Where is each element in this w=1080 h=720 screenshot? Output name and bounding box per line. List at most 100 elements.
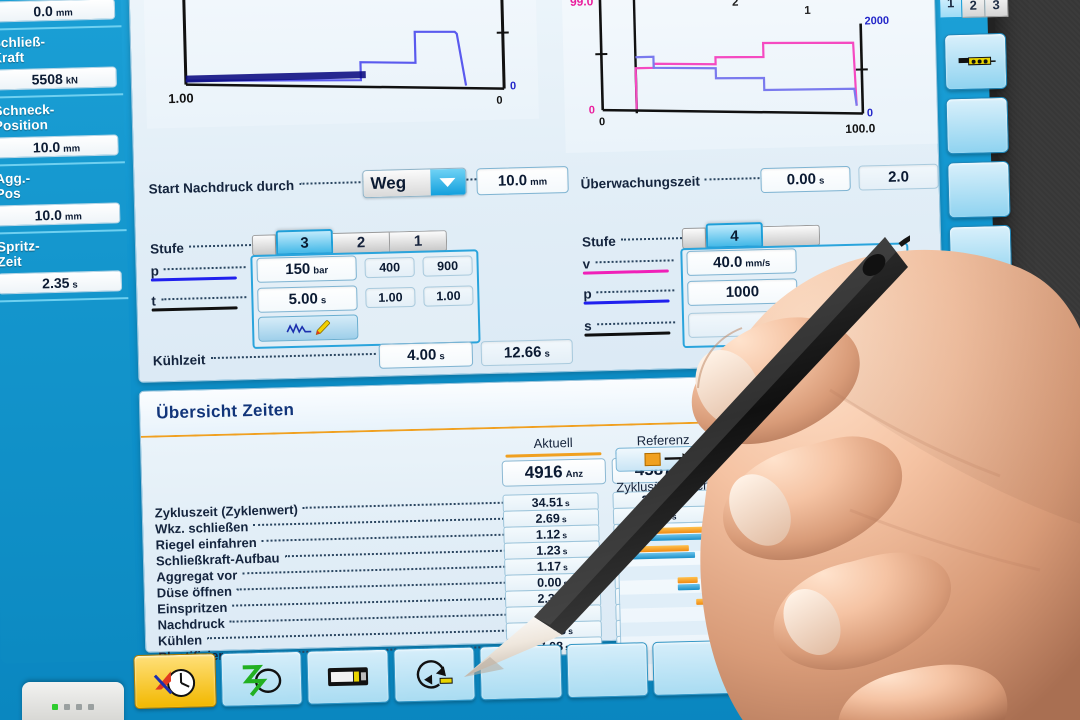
ueberwachungszeit-field[interactable]: 0.00 s (760, 165, 851, 194)
status-unit: kN (65, 75, 79, 87)
status-value-field: 10.0 mm (0, 134, 119, 159)
status-label: Schließ- Kraft (0, 34, 46, 66)
t-label: t (151, 293, 157, 309)
unit: s (320, 295, 327, 307)
s-label: s (584, 318, 592, 334)
toolbar-button-blank-2[interactable] (565, 642, 649, 699)
dot-leader (242, 565, 510, 574)
column-header-aktuell: Aktuell (533, 434, 573, 451)
dot-leader (160, 295, 247, 300)
unit: s (671, 511, 677, 522)
stufe-tab-1[interactable]: 1 (389, 230, 448, 253)
toolbar-button-blank-6[interactable] (911, 633, 995, 690)
unit: s (561, 514, 567, 525)
unit: bar (313, 265, 329, 277)
hmi-panel: MC6 KraussMaffei Werkzeug- Pos 0.0mm Sch… (0, 0, 1005, 720)
status-item-0: Werkzeug- Pos 0.0mm (0, 0, 122, 31)
toolbar-button-blank-4[interactable] (738, 637, 822, 694)
right-button-2[interactable] (945, 96, 1009, 155)
value: 40.0 (712, 253, 743, 272)
einspritz-chart: 10.0 4 3 2 1 99.0 (560, 0, 938, 154)
status-value-field: 5508 kN (0, 66, 118, 91)
status-item-1: Schließ- Kraft 5508 kN (0, 27, 124, 99)
t-value-stufe1[interactable]: 1.00 (423, 285, 474, 307)
value: 6.00 (537, 607, 563, 622)
page-tab-1[interactable]: 1 (938, 0, 963, 19)
right-button-3[interactable] (947, 160, 1011, 219)
row-label: Wkz. schließen (155, 519, 249, 537)
toolbar-button-cycle-reset[interactable] (392, 646, 476, 703)
dot-leader (596, 320, 676, 325)
dot-leader (229, 613, 511, 623)
stufe-tab-3[interactable]: 3 (275, 228, 334, 256)
dot-leader (302, 501, 508, 509)
dot-leader (596, 288, 675, 293)
value: 2.35 (537, 591, 563, 606)
p-value-field[interactable]: 150 bar (256, 255, 357, 283)
t-value-stufe2[interactable]: 1.00 (365, 286, 416, 309)
chart-left-y-max-label: 99.0 (569, 0, 594, 9)
alarm-button[interactable]: Alarm (981, 689, 1041, 720)
led-grey-2-icon (76, 704, 82, 710)
stufe-row-right: Stufe (582, 232, 690, 250)
kuehlzeit-set-field[interactable]: 4.00 s (378, 341, 474, 369)
chart-x-right-label: 100.0 (845, 121, 876, 136)
row-label: Kühlen (157, 632, 203, 649)
p-label: p (583, 286, 592, 302)
toolbar-button-flow-curve[interactable] (219, 650, 303, 707)
toolbar-button-blank-5[interactable] (825, 635, 908, 692)
chart-x-left-label: 0 (598, 116, 606, 129)
chevron-down-icon[interactable] (429, 168, 466, 196)
led-grey-3-icon (88, 704, 94, 710)
p-value-stufe1[interactable]: 900 (422, 255, 473, 277)
value: 2.75 (645, 508, 670, 524)
stufe-tab-4[interactable]: 4 (705, 222, 764, 249)
page-tabs[interactable]: 1 2 3 (938, 0, 1009, 19)
stufe-tab-next[interactable] (762, 224, 821, 248)
kuehlzeit-label: Kühlzeit (152, 352, 206, 369)
unit: s (563, 578, 569, 589)
unit: s (439, 351, 445, 363)
row-label: Aggregat vor (156, 567, 238, 585)
edit-profile-button[interactable] (257, 314, 359, 342)
toolbar-button-blank-3[interactable] (652, 639, 736, 696)
chart-left-y-min-label: 0 (588, 104, 596, 117)
v-value-field[interactable]: 40.0 mm/s (686, 248, 797, 277)
value: 34.51 (531, 495, 564, 511)
right-button-5[interactable] (950, 288, 1014, 347)
value: 10.0 (497, 172, 528, 190)
unit: s (818, 175, 825, 187)
unit: s (568, 626, 574, 637)
toolbar-button-display-panel[interactable] (306, 648, 390, 705)
chart-stage-marker-1: 1 (804, 4, 811, 17)
p-value-stufe2[interactable]: 400 (364, 256, 415, 279)
cycle-reset-icon (417, 660, 453, 689)
page-tab-2[interactable]: 2 (961, 0, 986, 18)
status-value-field: 2.35 s (0, 270, 123, 295)
page-tab-3[interactable]: 3 (984, 0, 1009, 18)
t-value-field[interactable]: 5.00 s (257, 285, 358, 313)
bottom-toolbar (133, 633, 995, 711)
start-nachdruck-select[interactable]: Weg (362, 167, 467, 199)
s-value-field[interactable] (687, 310, 799, 338)
value: 0.00 (786, 170, 817, 189)
stufe-row-left: Stufe (150, 239, 260, 257)
chart-stage-marker-3: 3 (674, 0, 681, 2)
dot-leader (253, 517, 509, 526)
zyklusueberwachung-label: Zyklusüberwachung (616, 476, 733, 495)
start-nachdruck-value-field[interactable]: 10.0 mm (476, 165, 569, 196)
p-value-field-right[interactable]: 1000 (687, 278, 798, 307)
counter-aktuell: 4916 Anz (501, 458, 607, 487)
status-value: 5508 (31, 70, 63, 88)
jump-to-button[interactable] (615, 445, 720, 472)
right-button-screw[interactable] (943, 32, 1008, 91)
value: 4916 (524, 462, 563, 483)
toolbar-button-blank-1[interactable] (479, 644, 563, 701)
toolbar-button-cycle-timer[interactable] (133, 653, 217, 710)
pencil-icon (315, 320, 331, 335)
status-value-field: 0.0 mm (0, 0, 116, 23)
alarm-label: Alarm (995, 694, 1027, 708)
right-button-4[interactable] (948, 224, 1013, 283)
value: 2.69 (535, 511, 561, 526)
stufe-tab-2[interactable]: 2 (332, 231, 391, 254)
